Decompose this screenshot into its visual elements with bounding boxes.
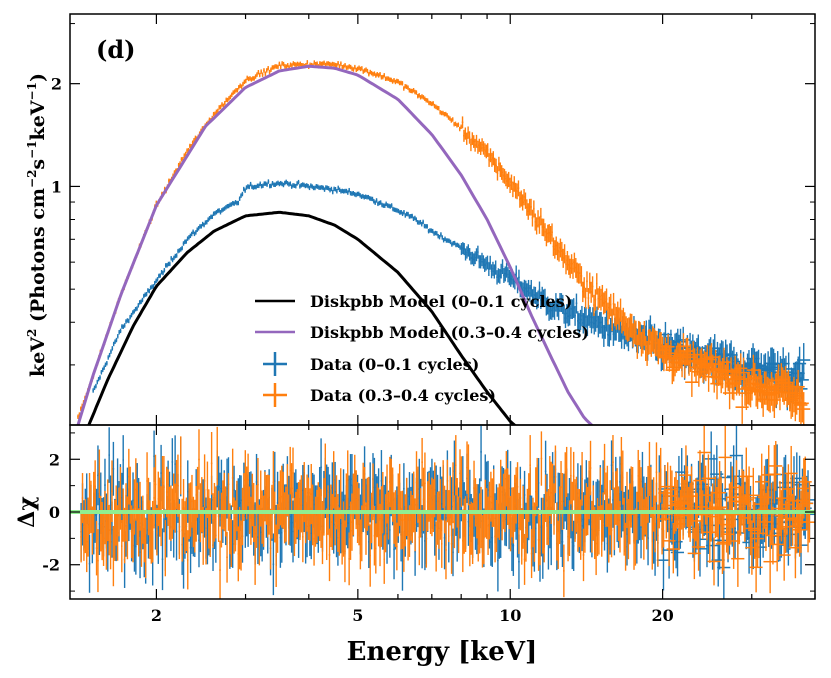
bottom-y-tick-label: 2 [49, 450, 60, 469]
panel-label: (d) [96, 35, 136, 64]
x-tick-label: 5 [352, 606, 363, 625]
residual-series-1 [80, 425, 815, 599]
legend: Diskpbb Model (0–0.1 cycles) Diskpbb Mod… [255, 292, 589, 407]
bottom-y-tick-label: 0 [49, 503, 60, 522]
bottom-ylabel: Δχ [14, 496, 40, 528]
top-plot-area [76, 60, 811, 425]
model-curve-1 [76, 64, 594, 425]
top-y-tick-label: 2 [51, 75, 62, 94]
legend-swatch-data-early [263, 352, 287, 376]
top-axis-ticks: 12 [51, 14, 816, 426]
bottom-panel: -2 0 2 2 5 10 20 Δχ Energy [keV] [14, 424, 816, 667]
xlabel: Energy [keV] [347, 637, 538, 667]
bottom-axis-ticks: -2 0 2 2 5 10 20 [42, 425, 816, 625]
bottom-y-tick-label: -2 [42, 556, 60, 575]
top-ylabel: keV2 (Photons cm−2s−1keV−1) [25, 73, 49, 377]
x-tick-label: 20 [651, 606, 673, 625]
legend-label-data-early: Data (0–0.1 cycles) [310, 355, 479, 374]
x-tick-label: 2 [151, 606, 162, 625]
residual-plot-area [70, 425, 815, 599]
top-series-group [76, 60, 811, 425]
top-panel: 12 (d) Diskpbb Model (0–0.1 cycles) Disk… [25, 13, 816, 426]
legend-label-model-late: Diskpbb Model (0.3–0.4 cycles) [310, 323, 589, 342]
x-tick-label: 10 [499, 606, 521, 625]
legend-label-data-late: Data (0.3–0.4 cycles) [310, 386, 496, 405]
top-y-tick-label: 1 [51, 177, 62, 196]
legend-swatch-data-late [263, 383, 287, 407]
model-curve-0 [87, 210, 517, 425]
residual-series-group [70, 425, 815, 599]
legend-label-model-early: Diskpbb Model (0–0.1 cycles) [310, 292, 572, 311]
